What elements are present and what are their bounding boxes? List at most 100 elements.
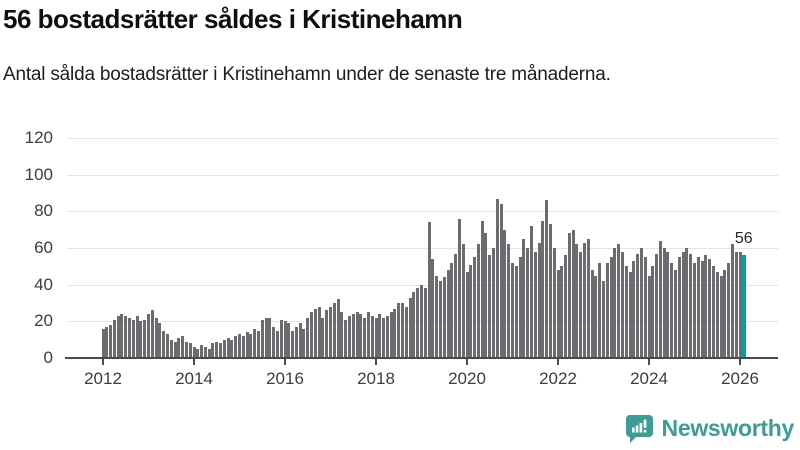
y-axis-label-60: 60 [34,238,53,257]
bar [412,292,416,358]
bar [446,270,450,358]
x-axis-label-2012: 2012 [84,369,122,388]
bar [438,281,442,358]
y-axis-label-40: 40 [34,274,53,294]
bar [139,321,143,358]
x-axis-tick-2022 [557,358,559,365]
bar [306,317,310,358]
bar [366,312,370,358]
bar [476,244,480,358]
gridline-100 [67,174,778,176]
bar [420,284,423,358]
bar [241,336,245,358]
bar [124,315,128,358]
x-axis-label-2018: 2018 [357,369,395,388]
chart-subtitle: Antal sålda bostadsrätter i Kristinehamn… [3,64,611,85]
bar [488,255,492,358]
bar [310,312,314,358]
bar [401,303,405,358]
bar [586,238,590,358]
bar [321,317,325,358]
bar [685,248,689,358]
bar [454,253,458,358]
bar [719,275,723,358]
bar [590,270,594,358]
bar [302,328,306,358]
bar [598,262,602,358]
bar [222,339,226,358]
bar [704,255,708,358]
x-axis-tick-2024 [648,358,650,365]
x-axis-label-2022: 2022 [539,369,577,388]
bar [385,315,389,358]
x-axis-line [65,356,778,359]
bar [442,277,446,358]
bar [351,314,355,358]
bar [116,315,120,358]
bar [647,275,651,358]
x-axis-tick-2018 [375,358,377,365]
y-axis-label-100: 100 [24,164,53,184]
y-axis-label-120: 120 [24,128,53,147]
bar [620,251,624,358]
bar [165,334,169,358]
bar [605,262,609,358]
bar [450,262,454,358]
bar [666,251,670,358]
bar [465,271,469,358]
bar [336,299,340,358]
bar [382,317,386,358]
bar [245,332,249,358]
bar [503,229,507,358]
highlighted-bar [741,255,746,358]
brand-footer: Newsworthy [624,413,794,444]
bar [158,323,162,358]
bar [651,266,655,358]
bar [480,220,484,358]
bar [173,341,177,358]
brand-name: Newsworthy [661,415,795,441]
bar [655,253,659,358]
bar [431,259,435,358]
x-axis-tick-2026 [739,358,741,365]
bar [389,312,393,358]
bar [552,248,556,358]
bar [495,198,499,358]
bar [457,218,461,358]
bar [260,319,264,358]
bar [632,260,636,358]
bar [560,266,564,358]
page-title: 56 bostadsrätter såldes i Kristinehamn [3,4,463,34]
bar [693,262,696,358]
bar [533,251,537,358]
bar [226,337,230,358]
bar [287,323,291,358]
bar [317,306,321,358]
bar [347,315,351,358]
bar [662,248,666,358]
bar [461,244,465,358]
x-axis-label-2020: 2020 [448,369,486,388]
bar [408,297,412,358]
x-axis-tick-2012 [102,358,104,365]
bar [203,347,207,358]
bar [147,314,150,358]
bar [393,308,397,358]
bar [416,288,420,358]
bar [564,255,568,358]
bar [207,348,211,358]
bar [579,251,583,358]
bar [711,266,715,358]
bar [473,257,477,358]
bar [325,310,329,358]
y-axis-label-20: 20 [34,311,53,331]
bar [696,257,700,358]
newsworthy-logo-icon [625,415,653,443]
bar [256,330,260,358]
bar [200,345,204,358]
bar [628,271,632,358]
x-axis-label-2014: 2014 [175,369,213,388]
bar [374,317,378,358]
